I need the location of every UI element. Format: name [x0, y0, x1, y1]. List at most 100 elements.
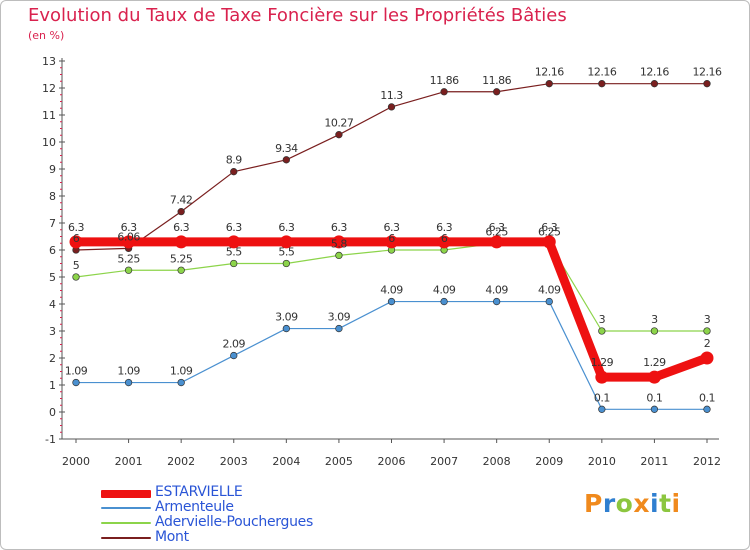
data-label-adervielle-pouchergues: 6.25 — [485, 225, 508, 238]
data-label-mont: 11.3 — [380, 89, 403, 102]
legend-label-mont: Mont — [155, 529, 189, 545]
data-label-adervielle-pouchergues: 5.5 — [226, 246, 242, 259]
data-label-adervielle-pouchergues: 3 — [599, 313, 606, 326]
legend-item-armenteule[interactable]: Armenteule — [101, 499, 401, 516]
data-point-estarvielle — [647, 370, 661, 384]
data-label-armenteule: 0.1 — [594, 391, 610, 404]
data-label-estarvielle: 6.3 — [121, 221, 137, 234]
y-tick-label: 0 — [49, 406, 56, 419]
data-point-estarvielle — [227, 235, 241, 249]
legend-item-estarvielle[interactable]: ESTARVIELLE — [101, 484, 401, 501]
data-point-mont — [493, 88, 501, 96]
legend: ESTARVIELLE Armenteule Adervielle-Pouche… — [101, 484, 401, 546]
data-label-mont: 10.27 — [324, 117, 353, 130]
logo-letter: i — [650, 489, 660, 518]
data-label-estarvielle: 1.29 — [591, 356, 614, 369]
data-point-adervielle-pouchergues — [124, 266, 133, 274]
y-tick-label: 8 — [49, 190, 56, 203]
data-point-adervielle-pouchergues — [703, 327, 711, 335]
data-label-mont: 12.16 — [535, 66, 564, 79]
data-point-mont — [703, 80, 711, 88]
y-tick-label: 10 — [42, 136, 56, 149]
data-point-adervielle-pouchergues — [282, 259, 290, 268]
data-point-mont — [230, 168, 238, 176]
data-point-armenteule — [387, 297, 396, 306]
data-label-estarvielle: 6.3 — [384, 221, 400, 234]
data-point-armenteule — [440, 297, 448, 306]
data-point-adervielle-pouchergues — [230, 259, 238, 268]
x-tick-label: 2008 — [483, 455, 511, 468]
x-tick-label: 2010 — [588, 455, 616, 468]
data-label-mont: 7.42 — [170, 194, 193, 207]
data-label-mont: 11.86 — [482, 74, 511, 87]
y-tick-label: 5 — [49, 271, 56, 284]
data-point-mont — [598, 80, 606, 88]
data-point-armenteule — [282, 324, 290, 333]
data-point-estarvielle — [174, 235, 188, 249]
legend-item-mont[interactable]: Mont — [101, 529, 401, 546]
y-tick-label: 6 — [49, 244, 56, 257]
data-label-mont: 11.86 — [430, 74, 459, 87]
data-label-estarvielle: 2 — [704, 337, 711, 350]
x-tick-label: 2009 — [535, 455, 563, 468]
x-tick-label: 2006 — [378, 455, 406, 468]
data-point-adervielle-pouchergues — [598, 327, 606, 335]
data-point-armenteule — [177, 378, 185, 387]
y-tick-label: 4 — [49, 298, 56, 311]
data-label-adervielle-pouchergues: 6 — [388, 232, 395, 245]
data-label-estarvielle: 6.3 — [436, 221, 452, 234]
y-tick-label: 11 — [42, 109, 56, 122]
data-label-adervielle-pouchergues: 6 — [441, 232, 448, 245]
data-label-mont: 12.16 — [640, 66, 669, 79]
data-label-mont: 6 — [73, 232, 80, 245]
data-point-estarvielle — [279, 235, 293, 249]
proxiti-logo[interactable]: Proxiti — [584, 489, 681, 518]
y-tick-label: 7 — [49, 217, 56, 230]
data-label-adervielle-pouchergues: 5 — [73, 259, 80, 272]
data-point-mont — [335, 131, 343, 139]
data-point-estarvielle — [490, 235, 504, 249]
data-point-mont — [177, 208, 185, 216]
data-label-mont: 6.06 — [117, 230, 140, 243]
data-point-mont — [650, 80, 659, 88]
x-tick-label: 2002 — [167, 455, 195, 468]
data-label-estarvielle: 1.29 — [643, 356, 666, 369]
x-tick-label: 2012 — [693, 455, 721, 468]
data-point-armenteule — [493, 297, 501, 306]
data-label-estarvielle: 6.3 — [68, 221, 84, 234]
legend-item-adervielle-pouchergues[interactable]: Adervielle-Pouchergues — [101, 514, 401, 531]
chart-title: Evolution du Taux de Taxe Foncière sur l… — [28, 5, 567, 26]
data-point-adervielle-pouchergues — [335, 251, 343, 260]
data-point-mont — [545, 80, 553, 88]
data-point-armenteule — [598, 405, 606, 413]
data-point-armenteule — [650, 405, 659, 413]
data-point-adervielle-pouchergues — [72, 273, 80, 281]
logo-letter: x — [633, 489, 650, 518]
x-tick-label: 2001 — [115, 455, 143, 468]
data-label-armenteule: 3.09 — [328, 311, 351, 324]
data-label-armenteule: 1.09 — [117, 365, 140, 378]
x-tick-label: 2005 — [325, 455, 353, 468]
data-label-adervielle-pouchergues: 5.25 — [117, 252, 140, 265]
legend-label-adervielle-pouchergues: Adervielle-Pouchergues — [155, 514, 313, 530]
x-tick-label: 2003 — [220, 455, 248, 468]
legend-swatch-mont — [101, 537, 151, 539]
y-tick-label: 2 — [49, 352, 56, 365]
data-label-estarvielle: 6.3 — [226, 221, 242, 234]
data-label-mont: 12.16 — [693, 66, 722, 79]
data-label-estarvielle: 6.3 — [331, 221, 347, 234]
legend-swatch-estarvielle — [101, 490, 151, 498]
data-point-estarvielle — [122, 235, 136, 249]
data-label-armenteule: 1.09 — [170, 365, 193, 378]
data-label-adervielle-pouchergues: 5.8 — [331, 237, 347, 250]
data-point-estarvielle — [595, 370, 609, 384]
data-label-armenteule: 4.09 — [485, 284, 508, 297]
logo-letter: t — [659, 489, 672, 518]
data-point-armenteule — [124, 378, 133, 387]
data-label-mont: 8.9 — [226, 154, 242, 167]
data-point-estarvielle — [332, 235, 346, 249]
data-label-estarvielle: 6.3 — [489, 221, 505, 234]
logo-letter: P — [584, 489, 603, 518]
